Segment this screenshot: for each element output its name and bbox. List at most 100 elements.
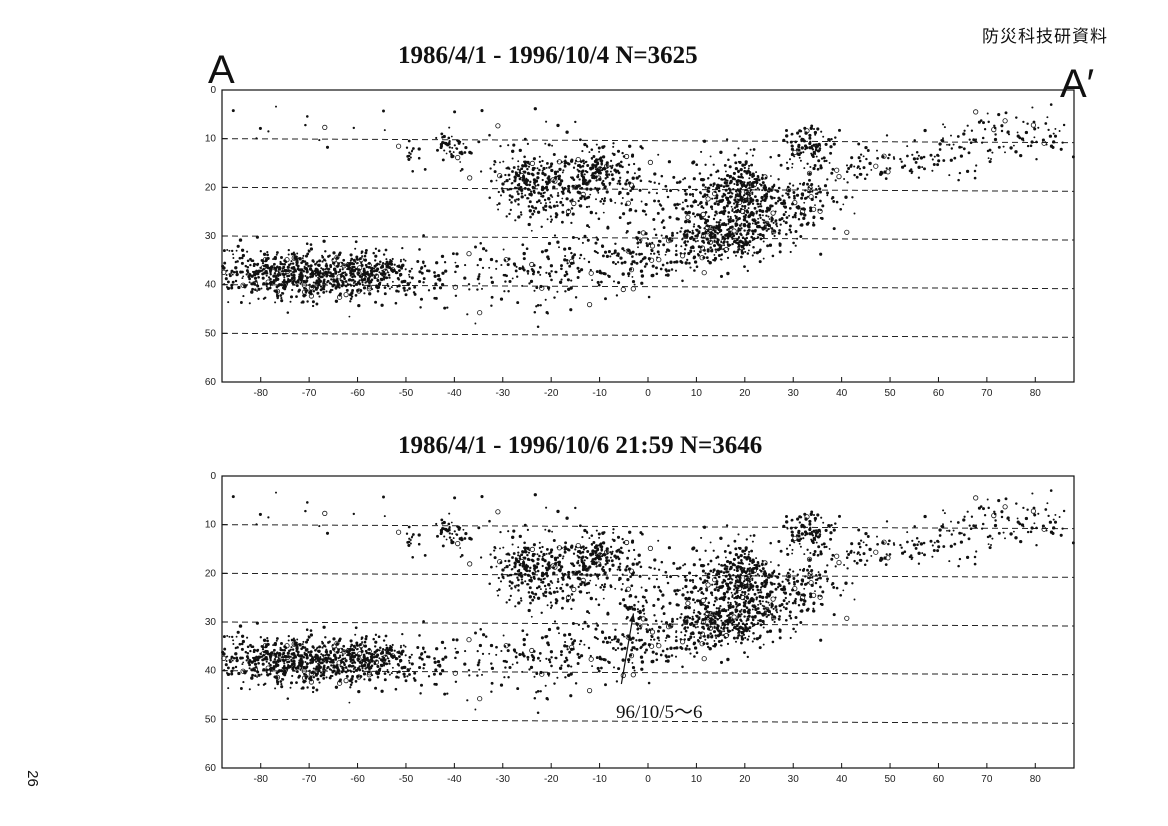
hypocenter-point [544, 142, 547, 145]
hypocenter-point [268, 655, 273, 659]
hypocenter-point [774, 201, 778, 205]
hypocenter-point [518, 563, 522, 567]
hypocenter-point [573, 184, 579, 190]
hypocenter-point [741, 549, 745, 553]
hypocenter-point [526, 187, 530, 191]
hypocenter-point [533, 577, 536, 581]
hypocenter-point [286, 697, 290, 700]
hypocenter-point [353, 660, 356, 663]
hypocenter-point [822, 135, 825, 138]
hypocenter-point [532, 270, 536, 274]
hypocenter-point [588, 205, 591, 208]
hypocenter-point [661, 263, 665, 267]
hypocenter-point [349, 274, 352, 277]
hypocenter-point [326, 665, 330, 669]
hypocenter-point [628, 221, 632, 225]
hypocenter-point [536, 325, 540, 328]
hypocenter-point [740, 196, 744, 200]
hypocenter-point [235, 272, 239, 276]
hypocenter-point [301, 643, 304, 646]
hypocenter-point [637, 553, 641, 557]
page-number: 26 [23, 770, 41, 787]
hypocenter-point [265, 660, 268, 663]
hypocenter-point [274, 288, 281, 294]
hypocenter-point [531, 598, 535, 602]
hypocenter-point [748, 563, 751, 566]
hypocenter-point [327, 660, 329, 663]
hypocenter-point [238, 624, 243, 628]
hypocenter-point [240, 256, 244, 260]
hypocenter-point [324, 669, 327, 671]
hypocenter-point [600, 159, 604, 163]
hypocenter-point [474, 322, 477, 325]
hypocenter-point [583, 142, 587, 147]
hypocenter-point [798, 135, 801, 138]
hypocenter-point [309, 633, 314, 637]
hypocenter-point [517, 187, 521, 191]
hypocenter-point [791, 162, 794, 165]
hypocenter-point [532, 272, 535, 276]
hypocenter-point [660, 234, 663, 237]
hypocenter-point [588, 270, 594, 276]
hypocenter-point [300, 647, 303, 651]
hypocenter-point [274, 275, 278, 278]
hypocenter-point [231, 273, 234, 276]
hypocenter-point [740, 233, 743, 237]
hypocenter-point [611, 550, 614, 553]
hypocenter-point [510, 581, 514, 585]
hypocenter-point [338, 293, 342, 297]
hypocenter-point [563, 258, 567, 262]
hypocenter-point [685, 230, 688, 232]
hypocenter-point [561, 210, 565, 214]
hypocenter-point [287, 655, 290, 658]
hypocenter-point [638, 574, 642, 578]
hypocenter-point [408, 151, 411, 154]
hypocenter-point [811, 148, 815, 151]
hypocenter-point [517, 589, 520, 592]
hypocenter-point [751, 558, 755, 562]
hypocenter-point [388, 260, 392, 264]
hypocenter-point [785, 161, 789, 164]
hypocenter-point [422, 667, 425, 670]
hypocenter-point [816, 168, 819, 171]
hypocenter-point [722, 592, 727, 596]
hypocenter-point [289, 295, 294, 299]
hypocenter-point [266, 256, 270, 260]
hypocenter-point [591, 552, 594, 555]
hypocenter-point [695, 234, 699, 238]
hypocenter-point [279, 680, 283, 683]
hypocenter-point [788, 224, 792, 228]
hypocenter-point [700, 233, 707, 239]
hypocenter-point [237, 285, 241, 290]
hypocenter-point [715, 582, 719, 586]
hypocenter-point [563, 550, 567, 554]
hypocenter-point [727, 597, 731, 600]
x-tick-label--50: -50 [399, 774, 414, 785]
hypocenter-point [554, 601, 558, 605]
hypocenter-point [609, 585, 613, 589]
hypocenter-point [684, 198, 688, 203]
hypocenter-point [820, 130, 823, 133]
section-start-label: A [208, 48, 235, 92]
hypocenter-point [741, 180, 744, 184]
hypocenter-point [443, 527, 446, 531]
hypocenter-point [608, 560, 611, 562]
hypocenter-point [338, 251, 342, 255]
hypocenter-point [464, 146, 468, 150]
hypocenter-point [403, 289, 406, 292]
hypocenter-point [382, 661, 386, 665]
hypocenter-point [949, 158, 953, 162]
hypocenter-point [551, 144, 554, 147]
hypocenter-point [549, 587, 552, 590]
hypocenter-point [724, 223, 728, 227]
hypocenter-point [275, 637, 279, 640]
hypocenter-point [580, 186, 584, 190]
hypocenter-point [726, 174, 730, 177]
hypocenter-point [632, 548, 636, 552]
hypocenter-point [341, 274, 345, 278]
y-tick-label-50: 50 [205, 714, 217, 725]
hypocenter-point [621, 151, 624, 155]
hypocenter-point [706, 248, 710, 252]
hypocenter-point [527, 222, 531, 227]
